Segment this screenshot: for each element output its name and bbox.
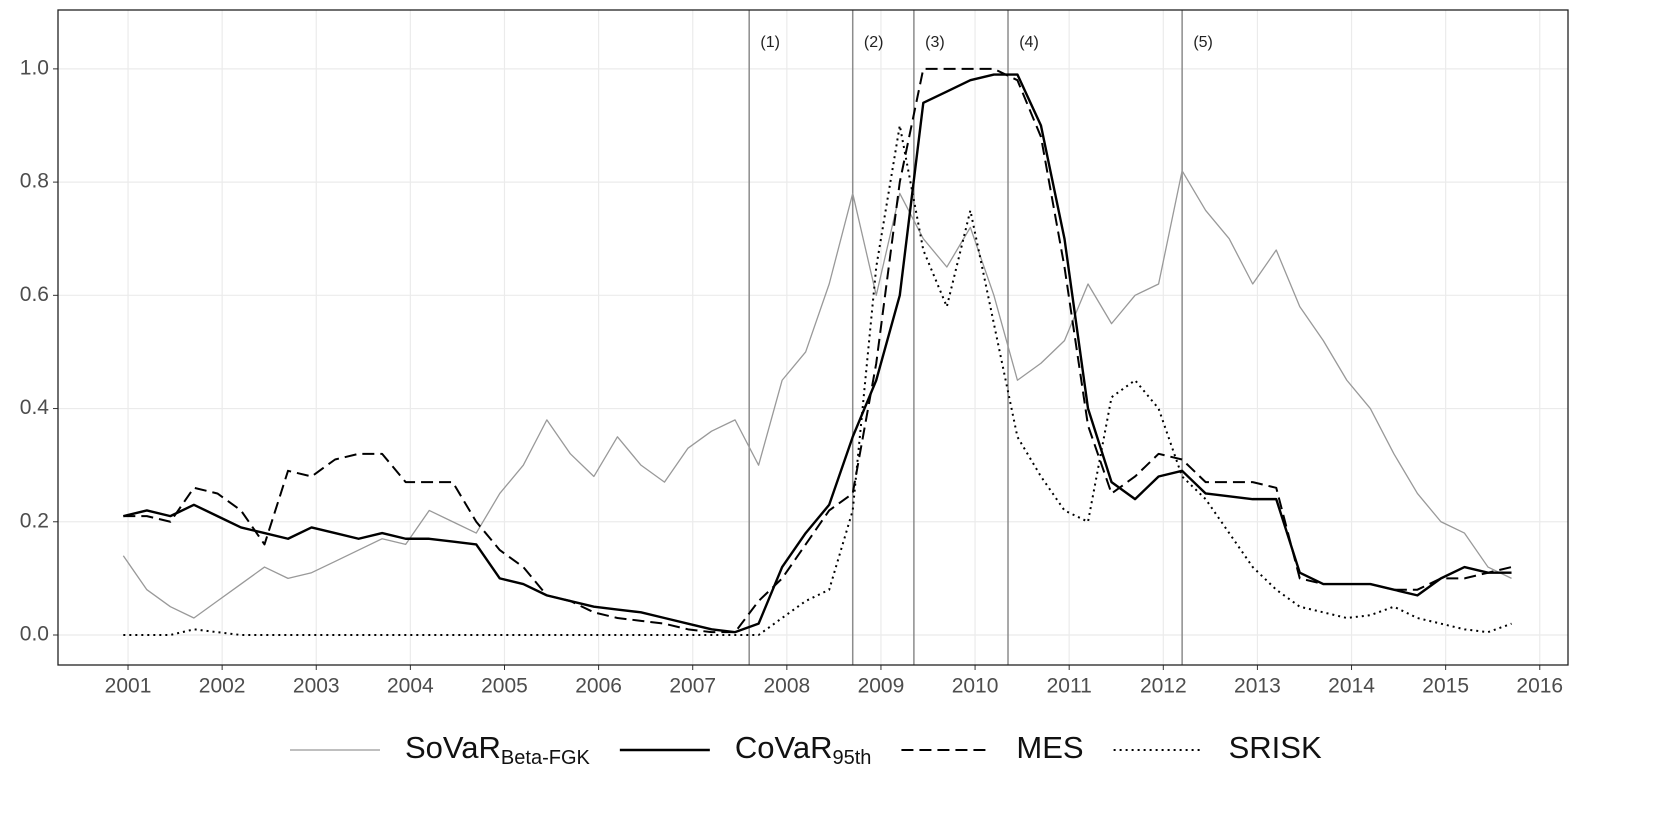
legend-label: MES (1016, 730, 1083, 765)
y-tick-label: 0.6 (20, 283, 49, 306)
legend-name: MES (1016, 730, 1083, 765)
y-tick-label: 0.8 (20, 170, 49, 193)
x-tick-label: 2001 (105, 675, 152, 698)
legend: SoVaRBeta-FGK CoVaR95th MES SRISK (290, 730, 1322, 769)
x-tick-label: 2009 (858, 675, 905, 698)
legend-name: CoVaR (735, 730, 833, 765)
x-tick-label: 2010 (952, 675, 999, 698)
legend-subscript: Beta-FGK (501, 747, 591, 769)
y-tick-label: 1.0 (20, 56, 49, 79)
y-tick-label: 0.4 (20, 396, 50, 419)
event-label: (3) (925, 34, 945, 51)
legend-name: SoVaR (405, 730, 501, 765)
x-tick-label: 2005 (481, 675, 528, 698)
legend-subscript: 95th (832, 747, 871, 769)
event-label: (1) (760, 34, 780, 51)
event-label: (4) (1019, 34, 1039, 51)
legend-label: SRISK (1229, 730, 1322, 765)
x-tick-label: 2013 (1234, 675, 1281, 698)
plot-border (57, 9, 1569, 666)
legend-label: SoVaRBeta-FGK (405, 730, 590, 769)
series-line (123, 73, 1512, 634)
x-tick-label: 2004 (387, 675, 434, 698)
x-tick-label: 2008 (763, 675, 810, 698)
legend-label: CoVaR95th (735, 730, 872, 769)
series-line (123, 67, 1512, 634)
x-tick-label: 2016 (1516, 675, 1563, 698)
x-tick-label: 2003 (293, 675, 340, 698)
x-tick-label: 2002 (199, 675, 246, 698)
x-tick-label: 2015 (1422, 675, 1469, 698)
event-label: (5) (1193, 34, 1213, 51)
legend-name: SRISK (1229, 730, 1322, 765)
y-tick-label: 0.2 (20, 509, 49, 532)
series-line (123, 124, 1512, 636)
x-tick-label: 2007 (669, 675, 716, 698)
y-tick-label: 0.0 (20, 623, 49, 646)
series-line (122, 170, 1512, 619)
x-tick-label: 2014 (1328, 675, 1375, 698)
event-label: (2) (864, 34, 884, 51)
x-tick-label: 2006 (575, 675, 622, 698)
x-tick-label: 2012 (1140, 675, 1187, 698)
x-tick-label: 2011 (1047, 675, 1092, 698)
